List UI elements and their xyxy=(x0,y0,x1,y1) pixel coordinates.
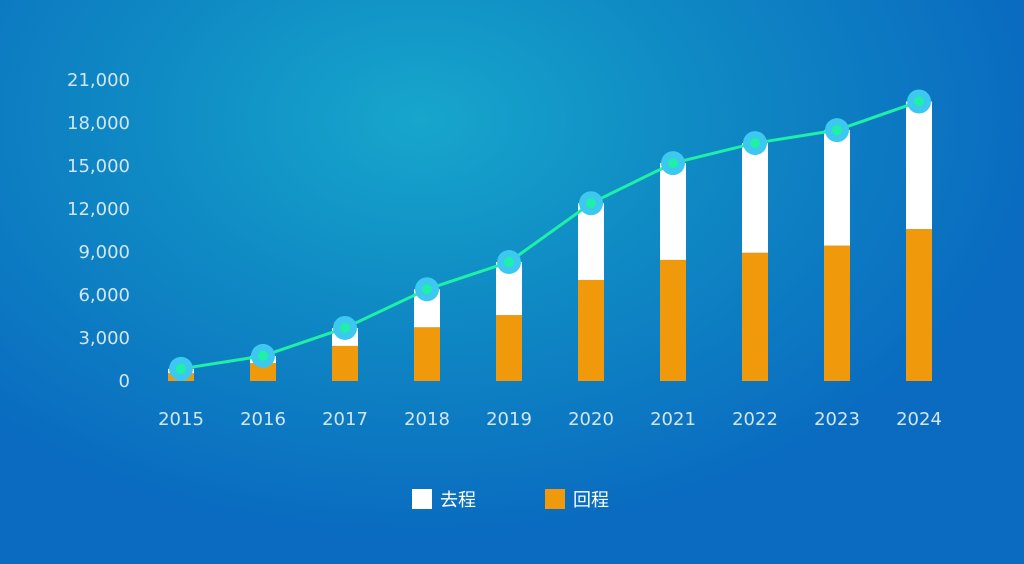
bar-outbound[interactable] xyxy=(824,130,850,246)
bar-return[interactable] xyxy=(906,229,932,381)
line-path xyxy=(180,100,920,371)
x-tick-label: 2016 xyxy=(240,409,286,430)
y-tick-label: 3,000 xyxy=(78,328,130,349)
bar-return[interactable] xyxy=(332,345,358,381)
x-tick-label: 2022 xyxy=(732,409,778,430)
x-tick-label: 2015 xyxy=(158,409,204,430)
y-tick-label: 9,000 xyxy=(78,242,130,263)
line-point-core xyxy=(750,138,760,149)
line-series xyxy=(169,89,931,381)
bar-outbound[interactable] xyxy=(742,143,768,253)
x-tick-label: 2018 xyxy=(404,409,450,430)
bar-outbound[interactable] xyxy=(906,101,932,230)
x-tick-label: 2019 xyxy=(486,409,532,430)
y-tick-label: 12,000 xyxy=(67,199,130,220)
legend-item-return[interactable]: 回程 xyxy=(545,489,609,511)
line-point-core xyxy=(914,96,924,107)
legend-label-return: 回程 xyxy=(573,490,609,511)
x-tick-label: 2021 xyxy=(650,409,696,430)
bar-return[interactable] xyxy=(742,252,768,381)
line-point-core xyxy=(504,257,514,268)
bars xyxy=(168,101,932,381)
y-tick-label: 21,000 xyxy=(67,70,130,91)
legend-swatch-outbound xyxy=(412,489,432,509)
line-point-core xyxy=(258,350,268,361)
y-tick-label: 18,000 xyxy=(67,113,130,134)
legend-swatch-return xyxy=(545,489,565,509)
y-tick-label: 6,000 xyxy=(78,285,130,306)
line-point-core xyxy=(586,198,596,209)
line-point-core xyxy=(422,284,432,295)
bar-outbound[interactable] xyxy=(578,203,604,280)
y-axis: 0 3,000 6,000 9,000 12,000 15,000 18,000 21,000 xyxy=(67,70,130,392)
line-point-core xyxy=(340,322,350,333)
bar-return[interactable] xyxy=(496,315,522,381)
bar-return[interactable] xyxy=(250,363,276,381)
y-tick-label: 15,000 xyxy=(67,156,130,177)
bar-outbound[interactable] xyxy=(660,163,686,260)
x-tick-label: 2020 xyxy=(568,409,614,430)
line-point-core xyxy=(832,125,842,136)
y-tick-label: 0 xyxy=(119,371,130,392)
line-point-core xyxy=(668,158,678,169)
x-axis: 2015 2016 2017 2018 2019 2020 2021 2022 2023 2024 xyxy=(158,409,942,430)
x-tick-label: 2024 xyxy=(896,409,942,430)
x-tick-label: 2023 xyxy=(814,409,860,430)
bar-return[interactable] xyxy=(660,259,686,381)
line-point-core xyxy=(176,363,186,374)
legend-item-outbound[interactable]: 去程 xyxy=(412,489,476,511)
legend: 去程 回程 xyxy=(412,489,609,511)
legend-label-outbound: 去程 xyxy=(440,490,476,511)
bar-return[interactable] xyxy=(578,279,604,381)
bar-return[interactable] xyxy=(824,245,850,381)
x-tick-label: 2017 xyxy=(322,409,368,430)
bar-return[interactable] xyxy=(414,327,440,381)
